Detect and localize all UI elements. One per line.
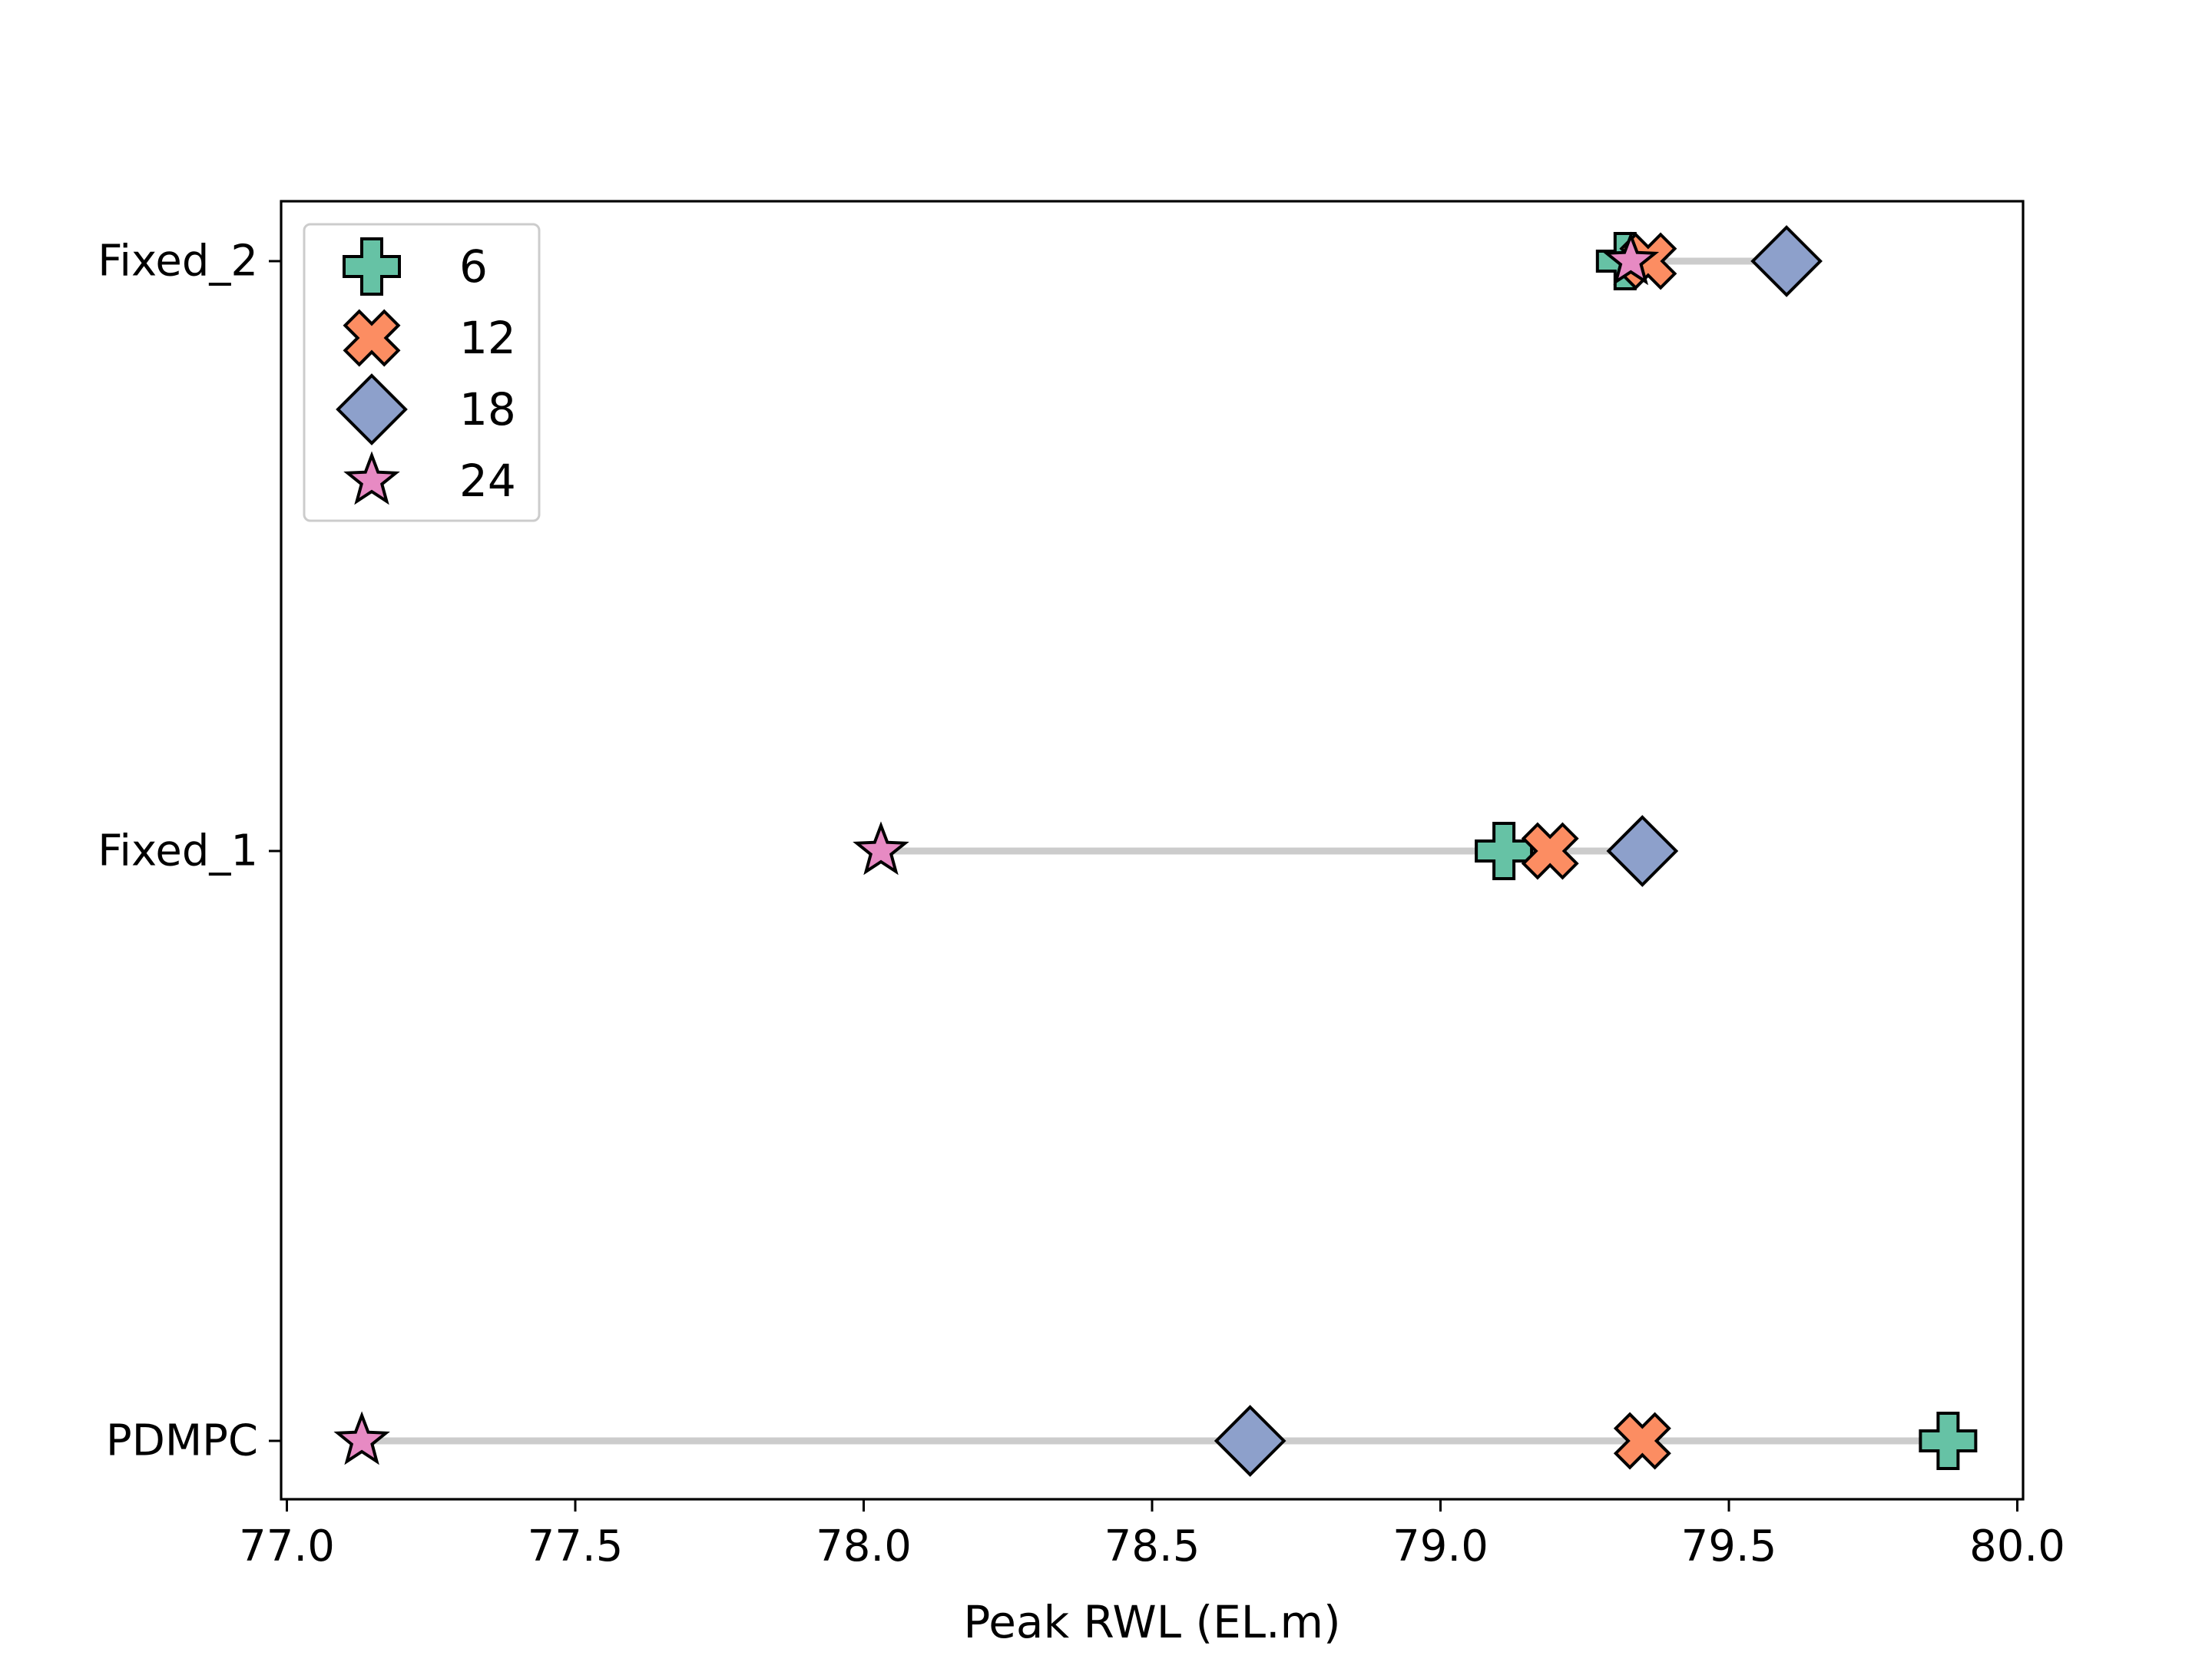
- data-point-x: [1521, 822, 1579, 880]
- legend-label: 6: [459, 240, 488, 293]
- data-point-plus: [1919, 1412, 1978, 1470]
- x-axis-label: Peak RWL (EL.m): [963, 1596, 1340, 1648]
- data-point-diamond: [1214, 1405, 1286, 1477]
- x-tick-label: 80.0: [1969, 1522, 2065, 1571]
- legend-marker-star-icon: [343, 451, 400, 505]
- data-point-diamond: [1606, 815, 1679, 887]
- data-point-star: [1602, 231, 1660, 286]
- x-tick-label: 77.5: [528, 1522, 624, 1571]
- data-point-diamond: [1750, 225, 1823, 297]
- y-tick-label: Fixed_2: [98, 237, 258, 286]
- data-point-plus: [1475, 822, 1534, 880]
- legend-marker-x-icon: [343, 309, 401, 367]
- y-tick-label: PDMPC: [106, 1416, 258, 1466]
- data-point-star: [333, 1411, 390, 1465]
- y-tick-label: Fixed_1: [98, 826, 258, 876]
- legend-marker-plus-icon: [343, 237, 401, 296]
- x-axis: 77.0 77.5 78.0 78.5 79.0 79.5 80.0: [239, 1499, 2065, 1571]
- x-tick-label: 79.0: [1392, 1522, 1488, 1571]
- x-tick-label: 79.5: [1681, 1522, 1777, 1571]
- legend-label: 24: [459, 455, 516, 507]
- legend-box: [303, 223, 541, 522]
- x-tick-label: 78.5: [1104, 1522, 1200, 1571]
- legend-marker-diamond-icon: [336, 373, 408, 445]
- x-tick-label: 77.0: [239, 1522, 335, 1571]
- data-point-star: [853, 821, 909, 876]
- legend-label: 18: [459, 383, 516, 435]
- data-point-x: [1613, 1412, 1671, 1470]
- legend-label: 12: [459, 312, 516, 364]
- legend: 6 12 18 24: [303, 223, 541, 522]
- markers: [333, 225, 1978, 1477]
- y-axis: Fixed_2 Fixed_1 PDMPC: [98, 237, 281, 1466]
- x-tick-label: 78.0: [816, 1522, 912, 1571]
